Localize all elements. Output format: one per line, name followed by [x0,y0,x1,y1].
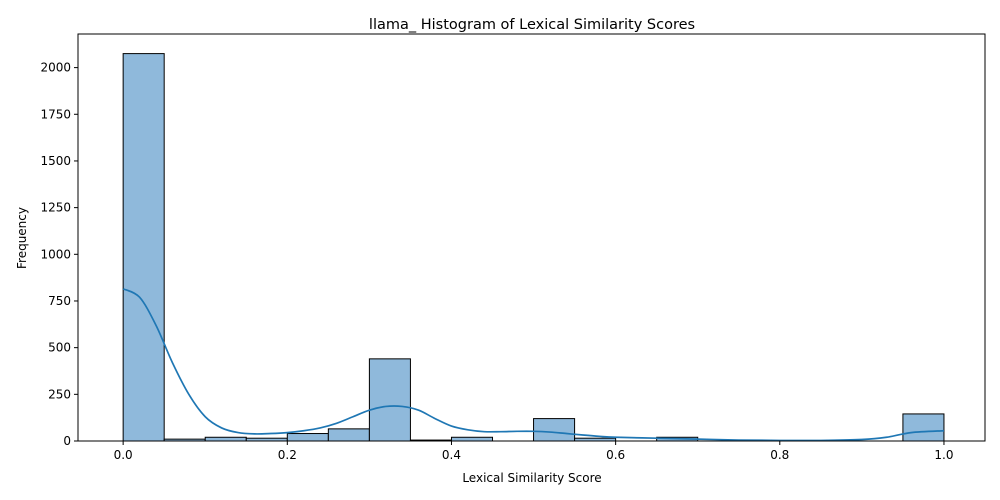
y-tick-label: 0 [63,434,71,448]
kde-line [122,288,945,442]
x-tick-label: 0.4 [442,448,461,462]
y-tick-label: 250 [48,387,71,401]
y-axis-ticks: 0 250 500 750 1000 1250 1500 1750 2000 [40,61,78,448]
y-tick-label: 1500 [40,154,71,168]
y-tick-label: 500 [48,341,71,355]
histogram-bar [286,433,329,442]
y-tick-label: 1750 [40,107,71,121]
plot-frame [77,33,986,442]
y-tick-label: 1250 [40,201,71,215]
y-tick-label: 1000 [40,247,71,261]
chart-title: llama_ Histogram of Lexical Similarity S… [369,17,695,33]
x-tick-label: 0.8 [770,448,789,462]
histogram-bar [327,428,370,442]
y-tick-label: 750 [48,294,71,308]
histogram-bar [902,413,945,442]
y-tick-label: 2000 [40,61,71,75]
histogram-bar [204,436,247,442]
histogram-bar [122,53,165,442]
y-axis-title: Frequency [15,207,29,269]
histogram-bar [450,436,494,442]
bars-group [122,53,945,442]
histogram-bar [368,358,411,442]
x-tick-label: 1.0 [934,448,953,462]
x-axis-ticks: 0.0 0.2 0.4 0.6 0.8 1.0 [114,441,954,462]
x-tick-label: 0.6 [606,448,625,462]
histogram-bar [533,418,576,442]
x-tick-label: 0.0 [114,448,133,462]
x-axis-title: Lexical Similarity Score [462,471,601,485]
x-tick-label: 0.2 [278,448,297,462]
